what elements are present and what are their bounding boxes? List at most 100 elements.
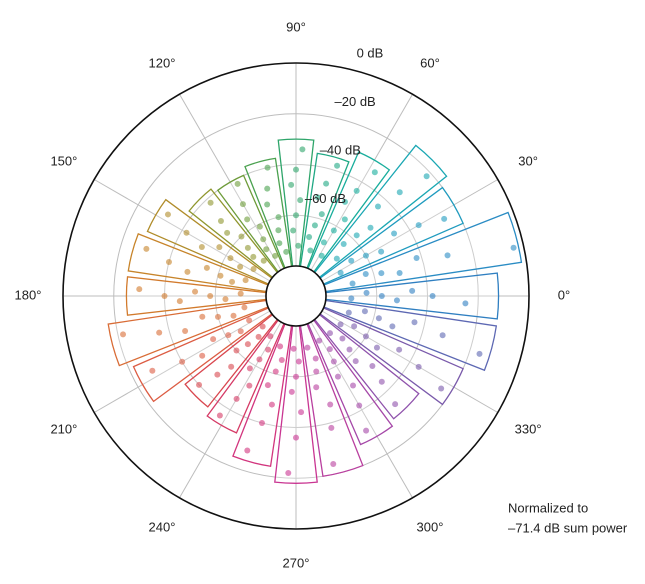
dot bbox=[215, 313, 222, 320]
dot bbox=[233, 395, 240, 402]
dot bbox=[285, 470, 292, 477]
dot bbox=[396, 346, 403, 353]
dot bbox=[216, 412, 223, 419]
dot bbox=[349, 280, 356, 287]
dot bbox=[444, 252, 451, 259]
dot bbox=[199, 352, 206, 359]
dot bbox=[362, 333, 369, 340]
outer-ring bbox=[62, 62, 530, 530]
dot bbox=[327, 401, 334, 408]
dot bbox=[250, 253, 257, 260]
dot bbox=[350, 382, 357, 389]
inner-ring bbox=[265, 265, 327, 327]
dot bbox=[272, 368, 279, 375]
dot bbox=[210, 336, 217, 343]
angle-label: 240° bbox=[149, 520, 176, 535]
dot bbox=[233, 347, 240, 354]
dot bbox=[363, 289, 370, 296]
dot bbox=[234, 180, 241, 187]
dot bbox=[295, 242, 302, 249]
dot bbox=[250, 265, 257, 272]
dot bbox=[415, 222, 422, 229]
dot bbox=[333, 255, 340, 262]
dot bbox=[313, 384, 320, 391]
dot bbox=[272, 252, 279, 259]
dot bbox=[318, 211, 325, 218]
dot bbox=[312, 355, 319, 362]
dot bbox=[264, 164, 271, 171]
dot bbox=[330, 461, 337, 468]
dot bbox=[337, 321, 344, 328]
dot bbox=[413, 254, 420, 261]
dot bbox=[510, 244, 517, 251]
dot bbox=[353, 187, 360, 194]
dot bbox=[229, 278, 236, 285]
dot bbox=[326, 330, 333, 337]
dot bbox=[237, 263, 244, 270]
angle-label: 270° bbox=[283, 555, 310, 570]
r-tick-label: –60 dB bbox=[305, 191, 346, 206]
dot bbox=[342, 198, 349, 205]
dot bbox=[164, 211, 171, 218]
ring bbox=[113, 113, 479, 479]
dot bbox=[323, 180, 330, 187]
dot bbox=[362, 252, 369, 259]
dot bbox=[277, 343, 284, 350]
dot bbox=[295, 358, 302, 365]
dot bbox=[423, 173, 430, 180]
dot bbox=[391, 230, 398, 237]
annotation: –71.4 dB sum power bbox=[508, 520, 628, 535]
dot bbox=[275, 227, 282, 234]
dot bbox=[216, 244, 223, 251]
dot bbox=[299, 146, 306, 153]
r-tick-label: 0 dB bbox=[357, 45, 384, 60]
dot bbox=[156, 329, 163, 336]
dot bbox=[203, 264, 210, 271]
dot bbox=[438, 385, 445, 392]
dot bbox=[298, 409, 305, 416]
dot bbox=[411, 319, 418, 326]
dot bbox=[337, 269, 344, 276]
dot bbox=[356, 402, 363, 409]
dot bbox=[352, 358, 359, 365]
dot bbox=[373, 344, 380, 351]
dot bbox=[341, 216, 348, 223]
dot bbox=[198, 243, 205, 250]
dot bbox=[330, 227, 337, 234]
angle-label: 120° bbox=[149, 55, 176, 70]
angle-label: 150° bbox=[50, 153, 77, 168]
dot bbox=[179, 358, 186, 365]
dot bbox=[184, 268, 191, 275]
dot bbox=[304, 344, 311, 351]
dot bbox=[378, 248, 385, 255]
dot bbox=[256, 223, 263, 230]
dot bbox=[374, 203, 381, 210]
dot bbox=[439, 332, 446, 339]
dot bbox=[293, 373, 299, 380]
dot bbox=[326, 346, 333, 353]
dot bbox=[293, 212, 299, 219]
dot bbox=[242, 277, 249, 284]
dot bbox=[196, 381, 203, 388]
dot bbox=[199, 313, 206, 320]
dot bbox=[239, 201, 246, 208]
dot bbox=[293, 166, 299, 173]
dot bbox=[311, 222, 318, 229]
dot bbox=[293, 434, 299, 441]
dot bbox=[225, 332, 232, 339]
angle-label: 0° bbox=[558, 287, 570, 302]
dot bbox=[288, 181, 295, 188]
angle-label: 300° bbox=[417, 520, 444, 535]
dot bbox=[120, 331, 127, 338]
dot bbox=[290, 345, 297, 352]
dot bbox=[415, 363, 422, 370]
angle-label: 30° bbox=[518, 153, 538, 168]
dot bbox=[228, 363, 235, 370]
dot bbox=[396, 189, 403, 196]
dot bbox=[222, 296, 229, 303]
dot bbox=[393, 297, 400, 304]
dot bbox=[290, 227, 297, 234]
dot bbox=[207, 199, 214, 206]
dot bbox=[143, 245, 150, 252]
